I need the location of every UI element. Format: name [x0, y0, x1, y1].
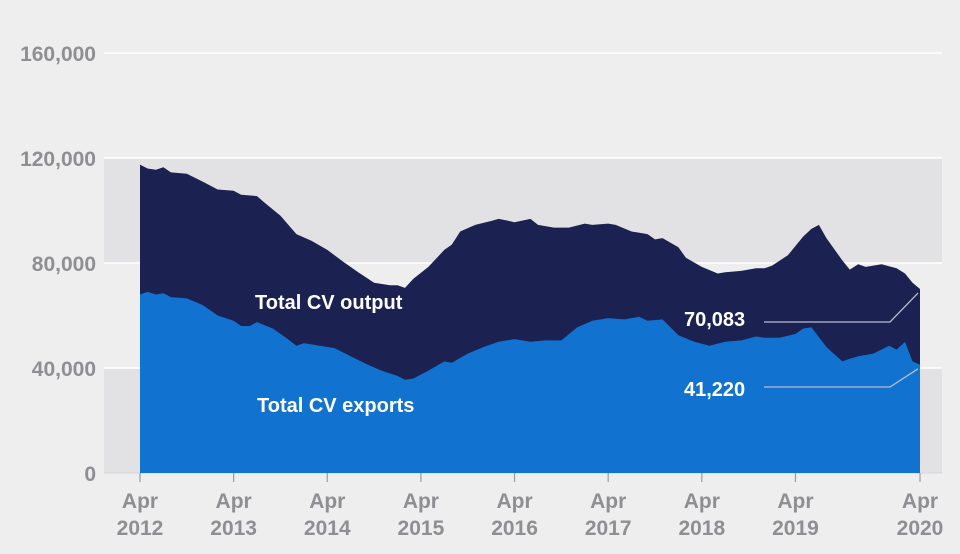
x-tick-label-month: Apr: [216, 490, 252, 513]
x-tick-label-year: 2013: [210, 517, 257, 540]
chart-areas: [140, 164, 920, 473]
x-tick-label-month: Apr: [590, 490, 626, 513]
x-tick-label-year: 2020: [897, 517, 944, 540]
x-tick-label-month: Apr: [684, 490, 720, 513]
output-leader-line: [764, 292, 919, 323]
x-tick-label-year: 2019: [772, 517, 819, 540]
x-tick-label-year: 2015: [398, 517, 445, 540]
x-tick-label-month: Apr: [902, 490, 938, 513]
y-tick-label: 0: [84, 463, 96, 486]
y-tick-label: 40,000: [32, 358, 96, 381]
exports-leader-line: [764, 368, 919, 388]
x-tick-label-month: Apr: [309, 490, 345, 513]
output-series-label: Total CV output: [255, 292, 403, 314]
exports-last-value-label: 41,220: [684, 379, 745, 401]
x-tick-label-year: 2014: [304, 517, 351, 540]
exports-area: [140, 291, 920, 473]
y-tick-label: 160,000: [20, 43, 96, 66]
x-axis: Apr 2012 Apr 2013 Apr 2014 Apr 2015 Apr 2016 Apr 20…: [117, 473, 944, 540]
x-tick-label-month: Apr: [403, 490, 439, 513]
x-tick-label-year: 2017: [585, 517, 632, 540]
x-tick-label-year: 2012: [117, 517, 164, 540]
y-tick-label: 80,000: [32, 253, 96, 276]
x-tick-label-month: Apr: [777, 490, 813, 513]
y-axis: 0 40,000 80,000 120,000 160,000: [20, 43, 96, 486]
leader-lines: [764, 292, 919, 388]
y-tick-label: 120,000: [20, 148, 96, 171]
x-tick-label-month: Apr: [496, 490, 532, 513]
x-tick-label-year: 2016: [491, 517, 538, 540]
exports-series-label: Total CV exports: [257, 395, 414, 417]
x-tick-label-month: Apr: [122, 490, 158, 513]
x-tick-label-year: 2018: [678, 517, 725, 540]
output-last-value-label: 70,083: [684, 309, 745, 331]
